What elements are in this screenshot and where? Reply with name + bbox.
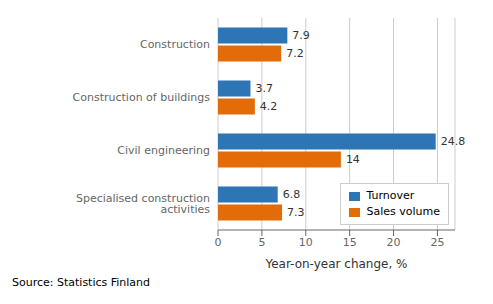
html-text:Source: Statistics Finland: Source: Statistics Finland bbox=[12, 276, 151, 289]
svg-text:14: 14 bbox=[346, 153, 360, 166]
svg-text:0: 0 bbox=[215, 236, 222, 249]
svg-text:7.2: 7.2 bbox=[286, 47, 304, 60]
svg-text:5: 5 bbox=[258, 236, 265, 249]
svg-text:20: 20 bbox=[387, 236, 401, 249]
svg-text:Specialised constructionactivi: Specialised constructionactivities bbox=[76, 192, 210, 216]
svg-text:Civil engineering: Civil engineering bbox=[117, 144, 210, 157]
svg-text:7.3: 7.3 bbox=[287, 206, 305, 219]
svg-text:Construction: Construction bbox=[140, 38, 210, 51]
svg-text:6.8: 6.8 bbox=[283, 188, 301, 201]
svg-text:10: 10 bbox=[299, 236, 313, 249]
html-text:Turnover: Turnover bbox=[366, 189, 415, 202]
svg-text:7.9: 7.9 bbox=[292, 29, 310, 42]
svg-text:15: 15 bbox=[343, 236, 357, 249]
svg-text:4.2: 4.2 bbox=[260, 100, 278, 113]
svg-text:25: 25 bbox=[430, 236, 444, 249]
html-text:Sales volume: Sales volume bbox=[366, 205, 440, 218]
svg-text:Construction of buildings: Construction of buildings bbox=[73, 91, 211, 104]
svg-text:24.8: 24.8 bbox=[441, 135, 466, 148]
svg-text:Year-on-year change, %: Year-on-year change, % bbox=[264, 257, 407, 271]
svg-text:3.7: 3.7 bbox=[255, 82, 273, 95]
